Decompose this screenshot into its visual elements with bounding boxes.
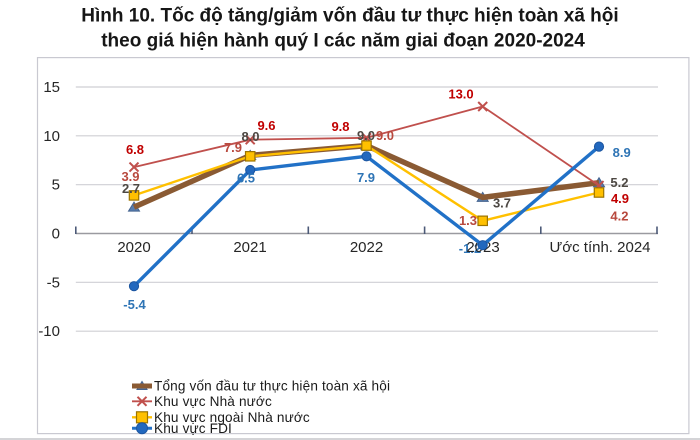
svg-text:-5.4: -5.4 <box>123 297 146 312</box>
svg-text:7.9: 7.9 <box>224 140 242 155</box>
svg-text:-10: -10 <box>38 323 60 340</box>
svg-text:8.0: 8.0 <box>241 129 259 144</box>
svg-text:13.0: 13.0 <box>448 87 473 102</box>
svg-text:theo giá hiện hành quý I các n: theo giá hiện hành quý I các năm giai đo… <box>101 31 585 52</box>
svg-text:Hình 10. Tốc độ tăng/giảm vốn: Hình 10. Tốc độ tăng/giảm vốn đầu tư thự… <box>81 6 618 27</box>
svg-text:9.0: 9.0 <box>357 128 375 143</box>
svg-text:6.5: 6.5 <box>237 171 255 186</box>
svg-text:8.9: 8.9 <box>613 145 631 160</box>
svg-text:10: 10 <box>43 128 60 145</box>
svg-text:-1.2: -1.2 <box>459 241 481 256</box>
svg-text:4.2: 4.2 <box>610 209 628 224</box>
svg-text:15: 15 <box>43 79 60 96</box>
svg-text:Khu vực Nhà nước: Khu vực Nhà nước <box>154 394 272 409</box>
svg-text:5.2: 5.2 <box>610 175 628 190</box>
svg-text:7.9: 7.9 <box>357 170 375 185</box>
svg-text:2020: 2020 <box>117 239 150 256</box>
svg-text:9.6: 9.6 <box>257 118 275 133</box>
svg-text:1.3: 1.3 <box>459 213 477 228</box>
svg-text:Khu vực FDI: Khu vực FDI <box>154 421 232 436</box>
svg-text:Khu vực ngoài Nhà nước: Khu vực ngoài Nhà nước <box>154 410 310 425</box>
svg-text:-5: -5 <box>47 274 60 291</box>
svg-text:2.7: 2.7 <box>122 181 140 196</box>
svg-text:3.7: 3.7 <box>493 196 511 211</box>
svg-text:2021: 2021 <box>233 239 266 256</box>
svg-text:4.9: 4.9 <box>611 191 629 206</box>
svg-text:Ước tính. 2024: Ước tính. 2024 <box>549 239 650 256</box>
svg-text:9.8: 9.8 <box>331 119 349 134</box>
svg-text:Tổng vốn đầu tư thực hiện toàn: Tổng vốn đầu tư thực hiện toàn xã hội <box>154 379 390 394</box>
svg-text:5: 5 <box>52 177 60 194</box>
svg-text:6.8: 6.8 <box>126 142 144 157</box>
svg-text:0: 0 <box>52 226 60 243</box>
svg-text:3.9: 3.9 <box>121 169 139 184</box>
svg-text:2022: 2022 <box>350 239 383 256</box>
svg-text:9.0: 9.0 <box>376 128 394 143</box>
